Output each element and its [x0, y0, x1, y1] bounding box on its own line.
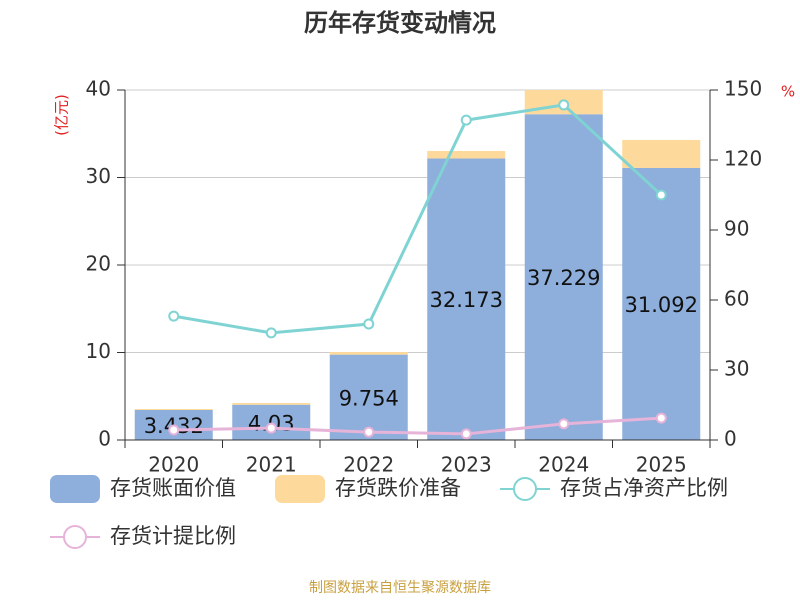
line-point: [655, 189, 667, 201]
bar: [134, 409, 213, 410]
x-tick-label: 2021: [246, 453, 297, 477]
legend-swatch: [275, 475, 325, 503]
line-point: [168, 310, 180, 322]
bar: [329, 354, 408, 440]
y2-tick-label: 150: [724, 77, 762, 101]
bar: [524, 114, 603, 440]
bar: [427, 150, 506, 159]
y-axis-label: (亿元): [53, 94, 71, 136]
legend-label: 存货跌价准备: [335, 476, 461, 500]
legend-swatch: [513, 477, 537, 501]
line-point: [655, 412, 667, 424]
line-point: [363, 426, 375, 438]
line-point: [168, 424, 180, 436]
bar: [622, 167, 701, 440]
y2-tick-label: 90: [724, 217, 749, 241]
line-point: [558, 418, 570, 430]
line-point: [265, 422, 277, 434]
y-tick-label: 30: [86, 164, 111, 188]
y-tick-label: 10: [86, 339, 111, 363]
bar: [232, 402, 311, 405]
line-point: [460, 114, 472, 126]
legend-swatch: [50, 475, 100, 503]
data-label: 32.173: [430, 288, 503, 312]
line-point: [460, 428, 472, 440]
legend-label: 存货计提比例: [110, 524, 236, 548]
x-tick-label: 2022: [343, 453, 394, 477]
legend-label: 存货占净资产比例: [560, 476, 728, 500]
y-tick-label: 20: [86, 252, 111, 276]
line-point: [558, 99, 570, 111]
y2-tick-label: 60: [724, 287, 749, 311]
x-tick-label: 2020: [148, 453, 199, 477]
bar: [622, 139, 701, 168]
y2-tick-label: 0: [724, 427, 737, 451]
x-tick-label: 2023: [441, 453, 492, 477]
y-tick-label: 40: [86, 77, 111, 101]
chart-title: 历年存货变动情况: [304, 9, 496, 37]
legend-label: 存货账面价值: [110, 476, 236, 500]
line-point: [265, 327, 277, 339]
line: [173, 103, 663, 335]
x-tick-label: 2025: [636, 453, 687, 477]
line: [173, 416, 662, 436]
y2-tick-label: 120: [724, 147, 762, 171]
bar: [427, 158, 506, 440]
y-tick-label: 0: [98, 427, 111, 451]
data-label: 9.754: [339, 386, 399, 410]
line-point: [363, 318, 375, 330]
bar: [232, 404, 311, 440]
x-tick-label: 2024: [538, 453, 589, 477]
source-note: 制图数据来自恒生聚源数据库: [309, 580, 491, 596]
y2-tick-label: 30: [724, 357, 749, 381]
data-label: 31.092: [625, 293, 698, 317]
data-label: 37.229: [527, 266, 600, 290]
y2-axis-label: %: [781, 83, 795, 101]
legend-swatch: [63, 525, 87, 549]
bar: [329, 352, 408, 355]
